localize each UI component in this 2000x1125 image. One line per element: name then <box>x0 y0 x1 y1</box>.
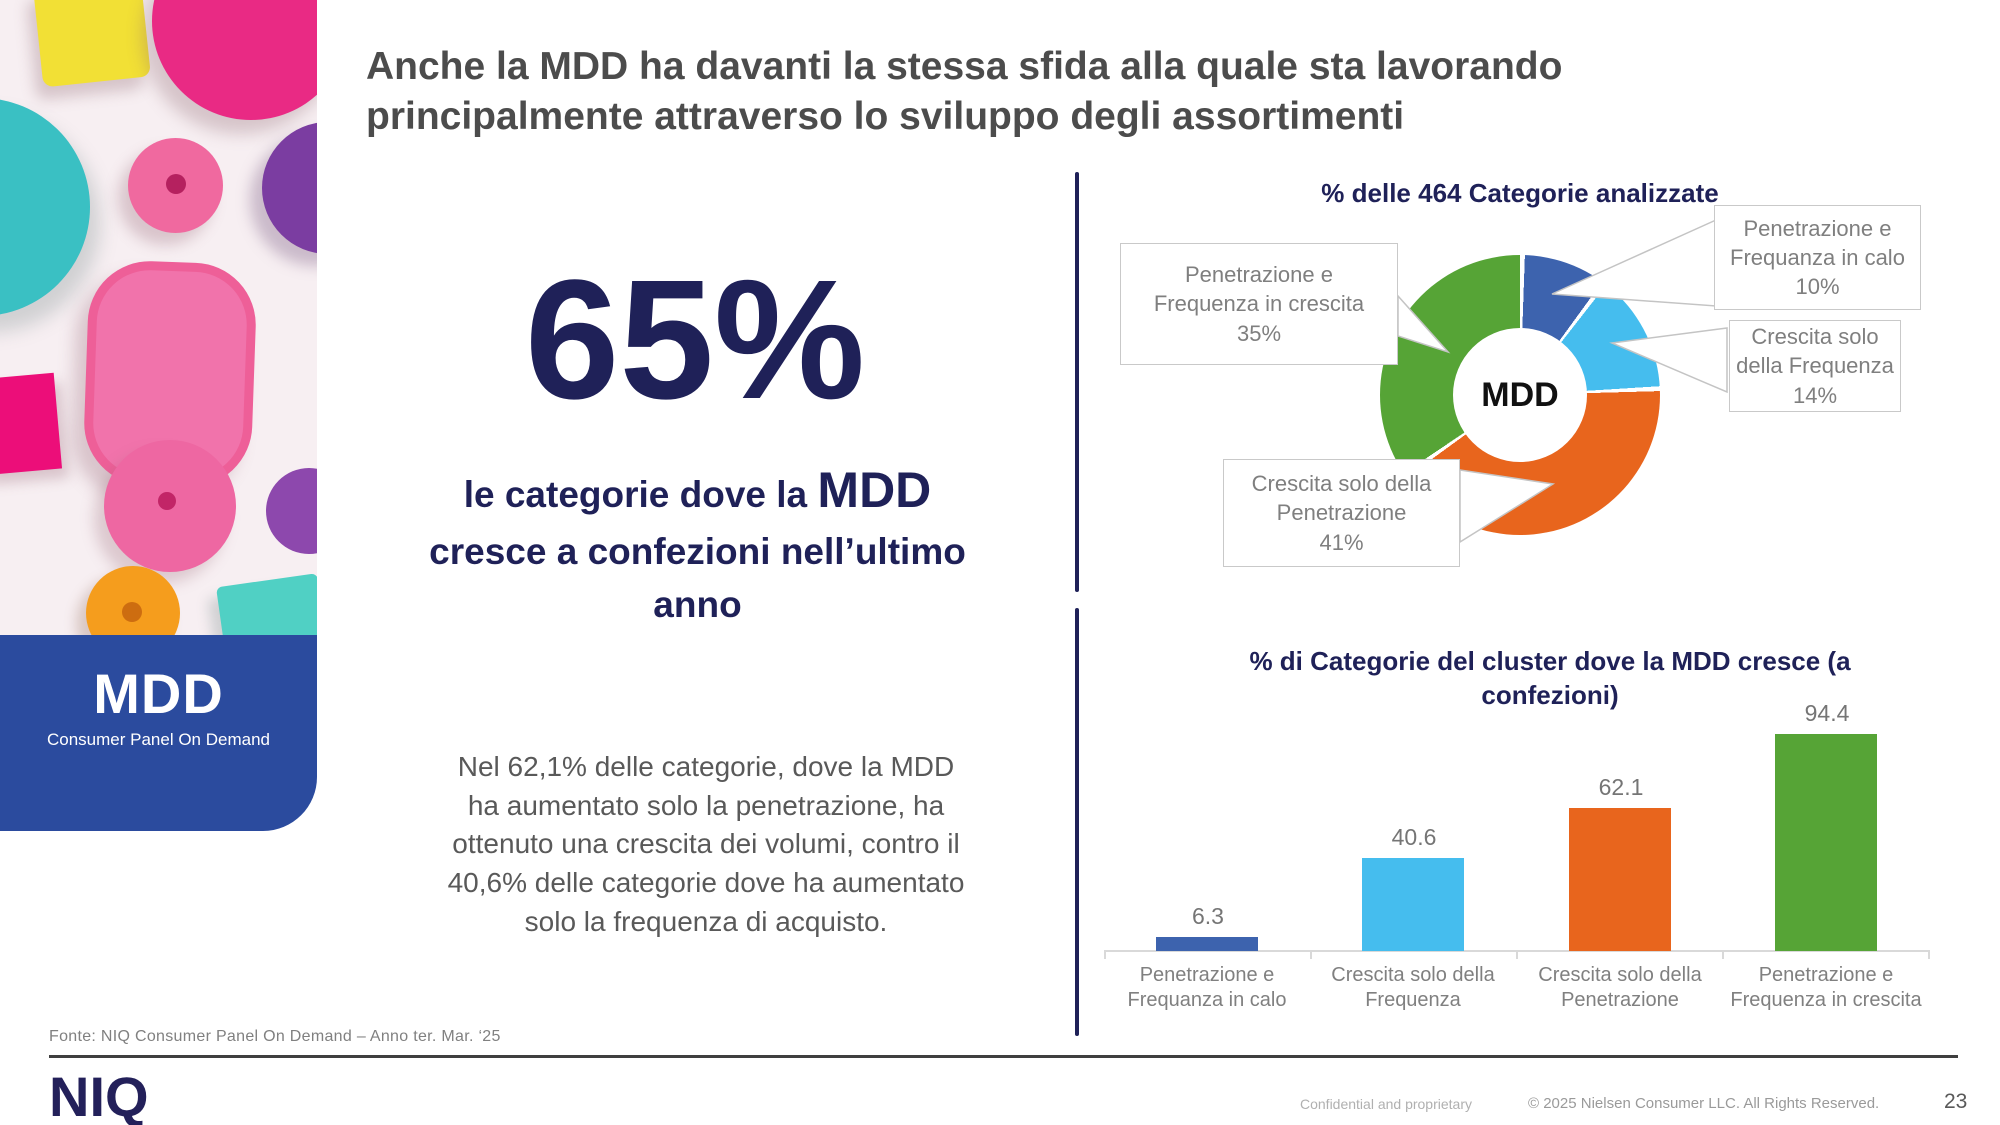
donut-hole: MDD <box>1453 328 1587 462</box>
bar-value-label: 6.3 <box>1192 902 1224 929</box>
bar-value-label: 40.6 <box>1391 823 1437 850</box>
magenta-scrubber-shape <box>152 0 317 120</box>
bar-category-label: Crescita solo della Penetrazione <box>1538 964 1702 1011</box>
magenta-sponge-shape <box>0 372 63 476</box>
divider-top <box>1075 172 1079 592</box>
footer-copyright: © 2025 Nielsen Consumer LLC. All Rights … <box>1528 1095 1880 1112</box>
bar-category-label: Penetrazione e Frequanza in calo <box>1127 964 1287 1011</box>
bar-value-label: 62.1 <box>1598 774 1644 801</box>
body-paragraph: Nel 62,1% delle categorie, dove la MDD h… <box>447 751 965 937</box>
key-stat-caption-pre: le categorie dove la <box>463 474 818 515</box>
pink-disc-center <box>158 492 176 510</box>
footer-rule <box>49 1055 1958 1058</box>
purple-ball-shape <box>266 468 317 554</box>
key-stat-caption-line3: anno <box>653 583 742 625</box>
bar-penetrazione-frequenza-crescita <box>1775 733 1877 951</box>
axis-tick <box>1928 951 1930 959</box>
bar-chart-title: % di Categorie del cluster dove la MDD c… <box>1249 646 1851 710</box>
axis-tick <box>1104 951 1106 959</box>
callout-crescita-penetrazione: Crescita solo della Penetrazione 41% <box>1223 459 1460 567</box>
key-stat-caption-mdd: MDD <box>817 462 932 518</box>
sidebar-photo <box>0 0 317 650</box>
teal-scrubber-shape <box>0 98 90 316</box>
slide-title: Anche la MDD ha davanti la stessa sfida … <box>366 45 1563 138</box>
callout-penetrazione-frequenza-crescita: Penetrazione e Frequenza in crescita 35% <box>1120 243 1398 365</box>
niq-logo: NIQ <box>49 1065 149 1125</box>
axis-tick <box>1310 951 1312 959</box>
divider-bottom <box>1075 608 1079 1036</box>
key-stat-caption-line2: cresce a confezioni nell’ultimo <box>429 531 966 572</box>
bar-penetrazione-frequanza-calo <box>1156 936 1258 951</box>
brand-title: MDD <box>93 662 224 725</box>
callout-crescita-frequenza: Crescita solo della Frequenza 14% <box>1729 320 1901 412</box>
yellow-sponge-shape <box>33 0 151 88</box>
donut-chart-title: % delle 464 Categorie analizzate <box>1321 178 1719 208</box>
brand-subtitle: Consumer Panel On Demand <box>46 730 270 749</box>
key-stat-value: 65% <box>524 245 866 435</box>
mdd-brand-panel: MDD Consumer Panel On Demand <box>0 635 317 831</box>
bar-category-label: Penetrazione e Frequenza in crescita <box>1730 964 1922 1011</box>
bar-value-label: 94.4 <box>1804 699 1850 726</box>
orange-scrubber-center <box>122 602 142 622</box>
source-note: Fonte: NIQ Consumer Panel On Demand – An… <box>49 1028 501 1045</box>
bar-category-label: Crescita solo della Frequenza <box>1331 964 1495 1011</box>
donut-center-label: MDD <box>1481 375 1559 414</box>
footer-confidential: Confidential and proprietary <box>1300 1096 1472 1112</box>
purple-sponge-shape <box>262 122 317 254</box>
axis-tick <box>1722 951 1724 959</box>
page-number: 23 <box>1944 1090 1968 1113</box>
key-stat-caption: le categorie dove la MDD cresce a confezi… <box>375 455 1020 631</box>
axis-tick <box>1516 951 1518 959</box>
pink-scrubber-center <box>166 174 186 194</box>
callout-penetrazione-frequanza-calo: Penetrazione e Frequanza in calo 10% <box>1714 205 1921 310</box>
bar-crescita-frequenza <box>1362 857 1464 951</box>
bar-crescita-penetrazione <box>1569 808 1671 951</box>
